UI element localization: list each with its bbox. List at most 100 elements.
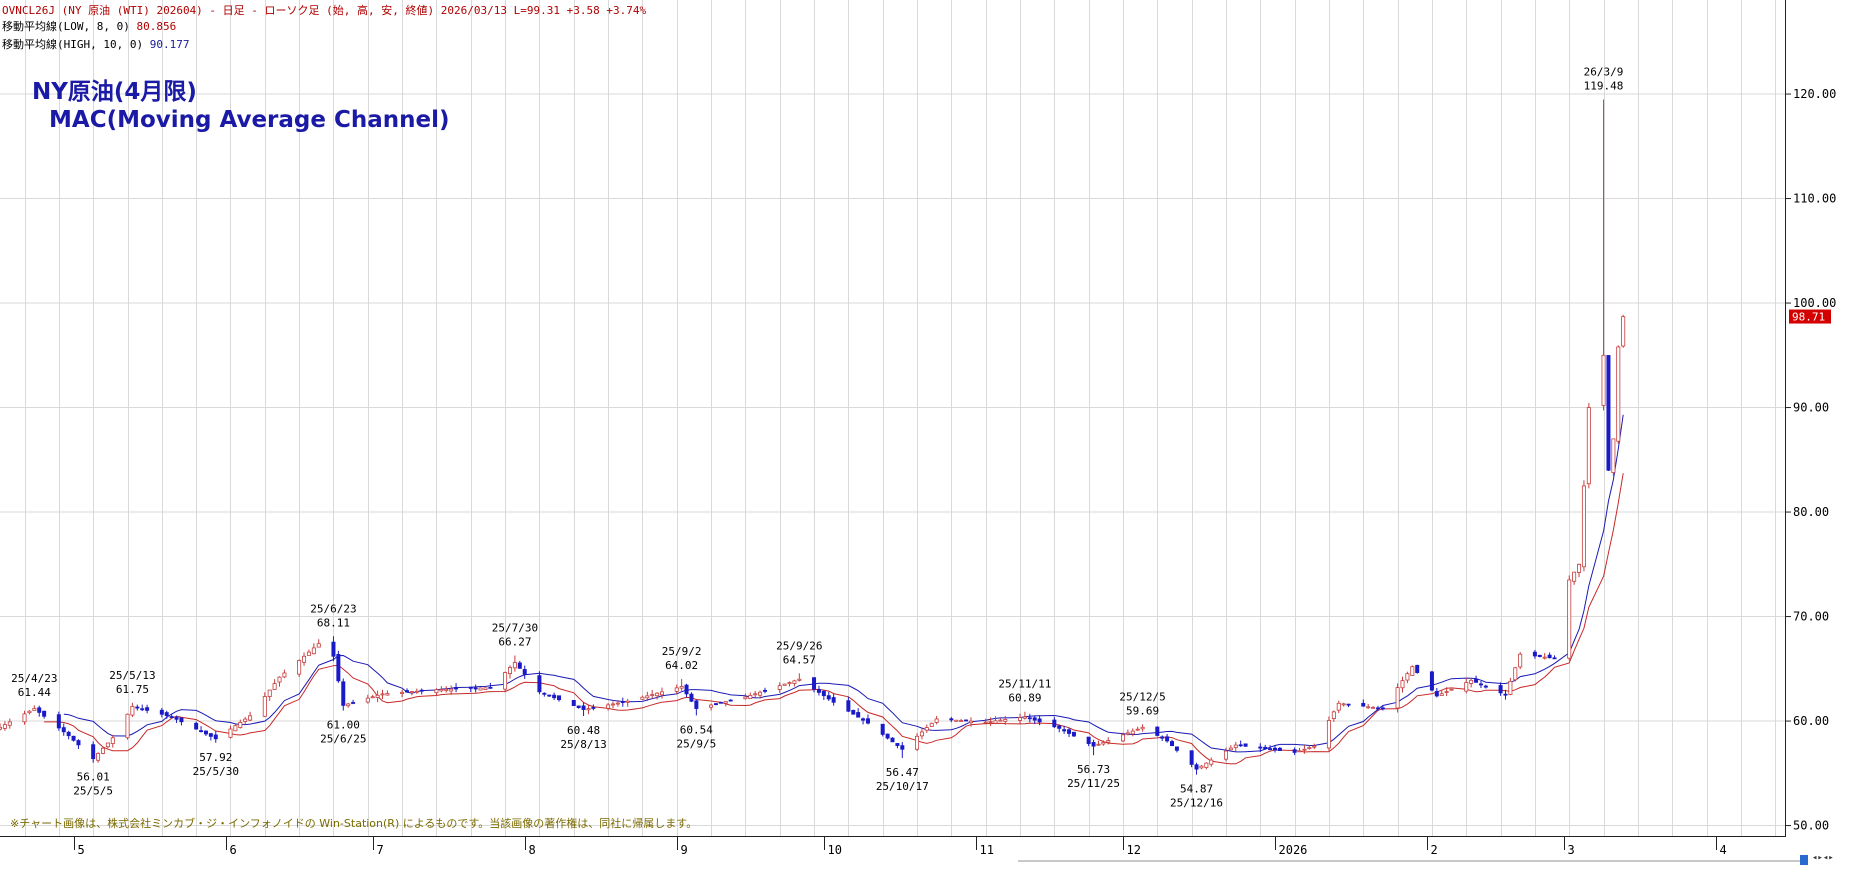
candle [763,687,768,694]
candle-body [385,693,390,696]
candle [1106,737,1111,745]
candle-body [748,695,753,699]
candle [988,717,993,727]
candle-body [1273,747,1278,751]
candle [346,702,351,708]
candle [846,696,851,713]
candle-body [645,695,650,699]
candle [341,678,346,711]
scrollbar-thumb[interactable] [1800,855,1808,865]
candle-body [316,643,321,648]
candle [76,739,81,749]
candle [473,684,478,693]
candle [174,715,179,723]
candle-body [297,660,302,675]
candle-body [1572,571,1577,582]
annotation-line-2: 25/6/25 [320,733,366,746]
candle [96,752,101,763]
candle [1204,762,1209,770]
candle [1238,740,1243,747]
candle-body [517,662,522,669]
candle-body [405,690,410,693]
candle [159,707,164,718]
candle-body [159,709,164,715]
annotation-line-1: 25/7/30 [492,622,538,635]
candle [1165,733,1170,743]
candle [1547,652,1552,659]
candle-body [1096,743,1101,746]
candle [1052,716,1057,728]
candle [998,718,1003,722]
candle-body [816,689,821,693]
annotation-line-1: 25/9/2 [662,645,702,658]
candle [1297,747,1302,753]
candle-body [444,688,449,691]
candle [1606,355,1611,472]
candle [267,689,272,701]
date-label: 2026/03/13 [440,4,508,17]
candle [1312,743,1317,750]
candle [233,724,238,732]
candle-body [1091,742,1096,747]
candle [199,726,204,733]
candle-body [919,731,924,737]
candle [865,714,870,725]
candle-body [861,718,866,721]
candle-body [718,701,723,704]
annotation-line-2: 25/11/25 [1067,777,1120,790]
candle-body [1106,740,1111,743]
price-annotation: 25/12/559.69 [1119,690,1165,717]
candle-body [655,692,660,697]
candle [1160,735,1165,741]
candle-body [728,699,733,702]
candle [1140,724,1145,732]
candle [37,705,42,717]
candle [1415,664,1420,674]
candle [1567,575,1572,661]
candle [434,688,439,696]
candle-body [1194,764,1199,770]
annotation-line-2: 25/8/13 [560,738,606,751]
candle [954,719,959,722]
candle [1091,739,1096,756]
candle [507,665,512,679]
candle [400,689,405,698]
candle-body [1165,736,1170,742]
candle-body [983,721,988,724]
candle-body [694,700,699,709]
candle-body [1434,691,1439,697]
candle [1194,762,1199,775]
candle-body [71,735,76,741]
candle [140,704,145,712]
candle [302,652,307,666]
candle-body [61,727,66,733]
candle-body [66,731,71,737]
y-tick-label: 80.00 [1793,505,1829,519]
candle-body [1552,657,1557,660]
candle-body [640,696,645,700]
candle-body [1258,746,1263,749]
chart-scrollbar[interactable] [1018,860,1808,862]
candle [890,737,895,743]
candle [1062,725,1067,734]
candle [100,746,105,755]
candle [571,700,576,707]
candle-body [1027,717,1032,720]
chart-header-line-1: OVNCL26J (NY 原油 (WTI) 202604) - 日足 - ローソ… [2,2,646,18]
candle [2,721,7,731]
candle [586,704,591,715]
candle-body [1101,741,1106,745]
scroll-nav-icons[interactable]: ◂▸◂▸ [1812,853,1834,863]
candle [826,691,831,701]
candle [145,704,150,714]
annotation-line-2: 61.75 [116,683,149,696]
candle-body [679,686,684,689]
candle [1233,741,1238,752]
moving-average-channel [44,414,1624,765]
candle-body [1581,485,1586,568]
candle-body [968,720,973,724]
candle [1532,649,1537,659]
candle-body [1170,741,1175,747]
